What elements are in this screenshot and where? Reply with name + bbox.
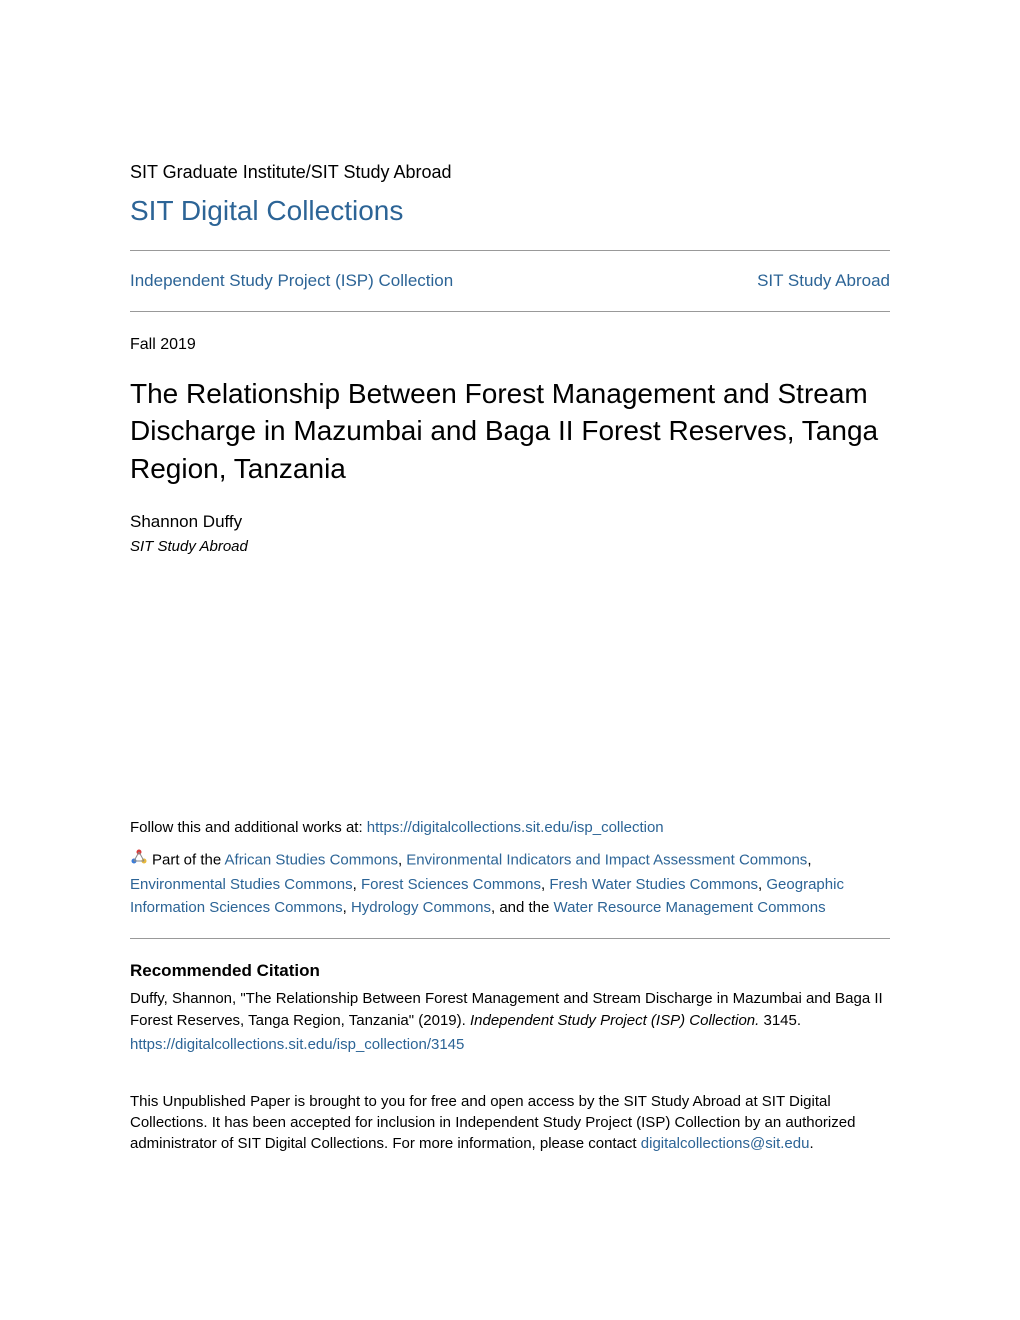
footer-note: This Unpublished Paper is brought to you… (130, 1091, 890, 1154)
paper-title: The Relationship Between Forest Manageme… (130, 375, 890, 488)
author-name: Shannon Duffy (130, 510, 890, 534)
contact-email-link[interactable]: digitalcollections@sit.edu (641, 1135, 810, 1152)
follow-prefix: Follow this and additional works at: (130, 819, 367, 836)
rule-citation (130, 938, 890, 939)
citation-part-2: 3145. (759, 1012, 801, 1029)
publication-date: Fall 2019 (130, 334, 890, 356)
commons-link[interactable]: Fresh Water Studies Commons (549, 876, 758, 893)
network-icon (130, 848, 148, 873)
partof-prefix: Part of the (152, 851, 225, 868)
breadcrumb-collection-link[interactable]: Independent Study Project (ISP) Collecti… (130, 269, 453, 293)
institution-name: SIT Graduate Institute/SIT Study Abroad (130, 160, 890, 185)
commons-link[interactable]: Hydrology Commons (351, 899, 491, 916)
recommended-citation-heading: Recommended Citation (130, 959, 890, 983)
breadcrumb: Independent Study Project (ISP) Collecti… (130, 251, 890, 311)
author-affiliation: SIT Study Abroad (130, 536, 890, 557)
rule-bottom (130, 311, 890, 312)
citation-url-link[interactable]: https://digitalcollections.sit.edu/isp_c… (130, 1034, 890, 1055)
partof-and-the: , and the (491, 899, 554, 916)
citation-italic: Independent Study Project (ISP) Collecti… (470, 1012, 759, 1029)
commons-link[interactable]: Environmental Indicators and Impact Asse… (406, 851, 807, 868)
follow-url-link[interactable]: https://digitalcollections.sit.edu/isp_c… (367, 819, 664, 836)
site-title[interactable]: SIT Digital Collections (130, 191, 890, 230)
commons-link[interactable]: Environmental Studies Commons (130, 876, 353, 893)
follow-works-line: Follow this and additional works at: htt… (130, 817, 890, 838)
footer-text-2: . (809, 1135, 813, 1152)
part-of-line: Part of the African Studies Commons, Env… (130, 848, 890, 920)
commons-link[interactable]: African Studies Commons (225, 851, 398, 868)
commons-link[interactable]: Water Resource Management Commons (554, 899, 826, 916)
breadcrumb-program-link[interactable]: SIT Study Abroad (757, 269, 890, 293)
citation-text: Duffy, Shannon, "The Relationship Betwee… (130, 988, 890, 1032)
commons-link[interactable]: Forest Sciences Commons (361, 876, 541, 893)
